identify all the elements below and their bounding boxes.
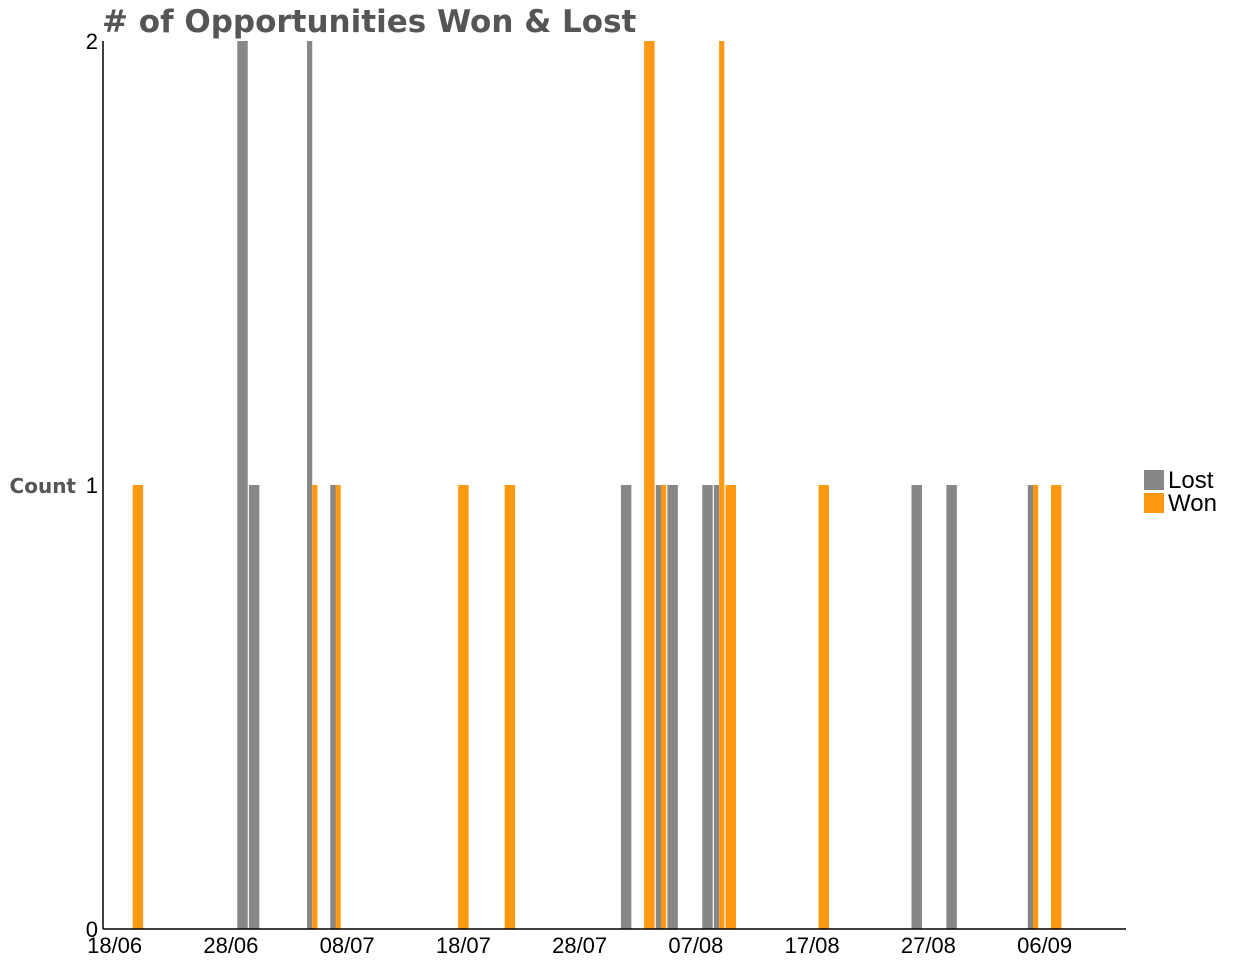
legend-swatch-won[interactable] [1144, 493, 1164, 513]
bar-won-2018-09-07 [1051, 485, 1062, 929]
bar-won-2018-07-22 [504, 485, 516, 929]
chart-title: # of Opportunities Won & Lost [102, 4, 637, 40]
bar-won-2018-06-20 [132, 485, 144, 929]
x-tick-label: 28/07 [552, 933, 607, 958]
bar-won-2018-09-05 [1033, 485, 1039, 929]
y-tick-label: 2 [86, 29, 98, 54]
bar-won-2018-08-18 [818, 485, 829, 929]
bar-won-2018-07-05 [312, 485, 318, 929]
bar-lost-2018-09-05 [1027, 485, 1033, 929]
bars-layer [132, 41, 1062, 929]
x-tick-label: 18/06 [87, 933, 142, 958]
y-ticks: 0 1 2 [86, 29, 98, 942]
x-tick-label: 18/07 [436, 933, 491, 958]
x-tick-label: 07/08 [668, 933, 723, 958]
x-tick-label: 28/06 [203, 933, 258, 958]
bar-lost-2018-07-05 [307, 41, 313, 929]
bar-won-2018-08-03 [644, 41, 655, 929]
bar-won-2018-08-04 [661, 485, 667, 929]
y-tick-label: 0 [86, 917, 98, 942]
x-ticks: 18/06 28/06 08/07 18/07 28/07 07/08 17/08 27/08… [87, 933, 1072, 958]
bar-won-2018-07-18 [458, 485, 469, 929]
bar-won-2018-08-10 [725, 485, 736, 929]
x-tick-label: 06/09 [1017, 933, 1072, 958]
y-tick-label: 1 [86, 473, 98, 498]
legend-label-won[interactable]: Won [1168, 490, 1217, 517]
legend-swatch-lost[interactable] [1144, 470, 1164, 490]
bar-lost-2018-08-29 [946, 485, 957, 929]
bar-lost-2018-08-09 [713, 485, 720, 929]
bar-lost-2018-08-01 [620, 485, 632, 929]
y-axis-label: Count [10, 474, 77, 498]
x-tick-label: 27/08 [901, 933, 956, 958]
legend-label-lost[interactable]: Lost [1168, 467, 1214, 494]
bar-lost-2018-06-30 [248, 485, 260, 929]
bar-lost-2018-08-08 [702, 485, 713, 929]
bar-won-2018-07-07 [335, 485, 341, 929]
bar-lost-2018-08-05 [667, 485, 678, 929]
bar-lost-2018-08-26 [911, 485, 922, 929]
bar-won-2018-08-09 [719, 41, 725, 929]
bar-lost-2018-07-07 [330, 485, 336, 929]
x-tick-label: 17/08 [785, 933, 840, 958]
bar-lost-2018-08-04 [655, 485, 661, 929]
bar-lost-2018-06-29 [237, 41, 248, 929]
x-tick-label: 08/07 [320, 933, 375, 958]
